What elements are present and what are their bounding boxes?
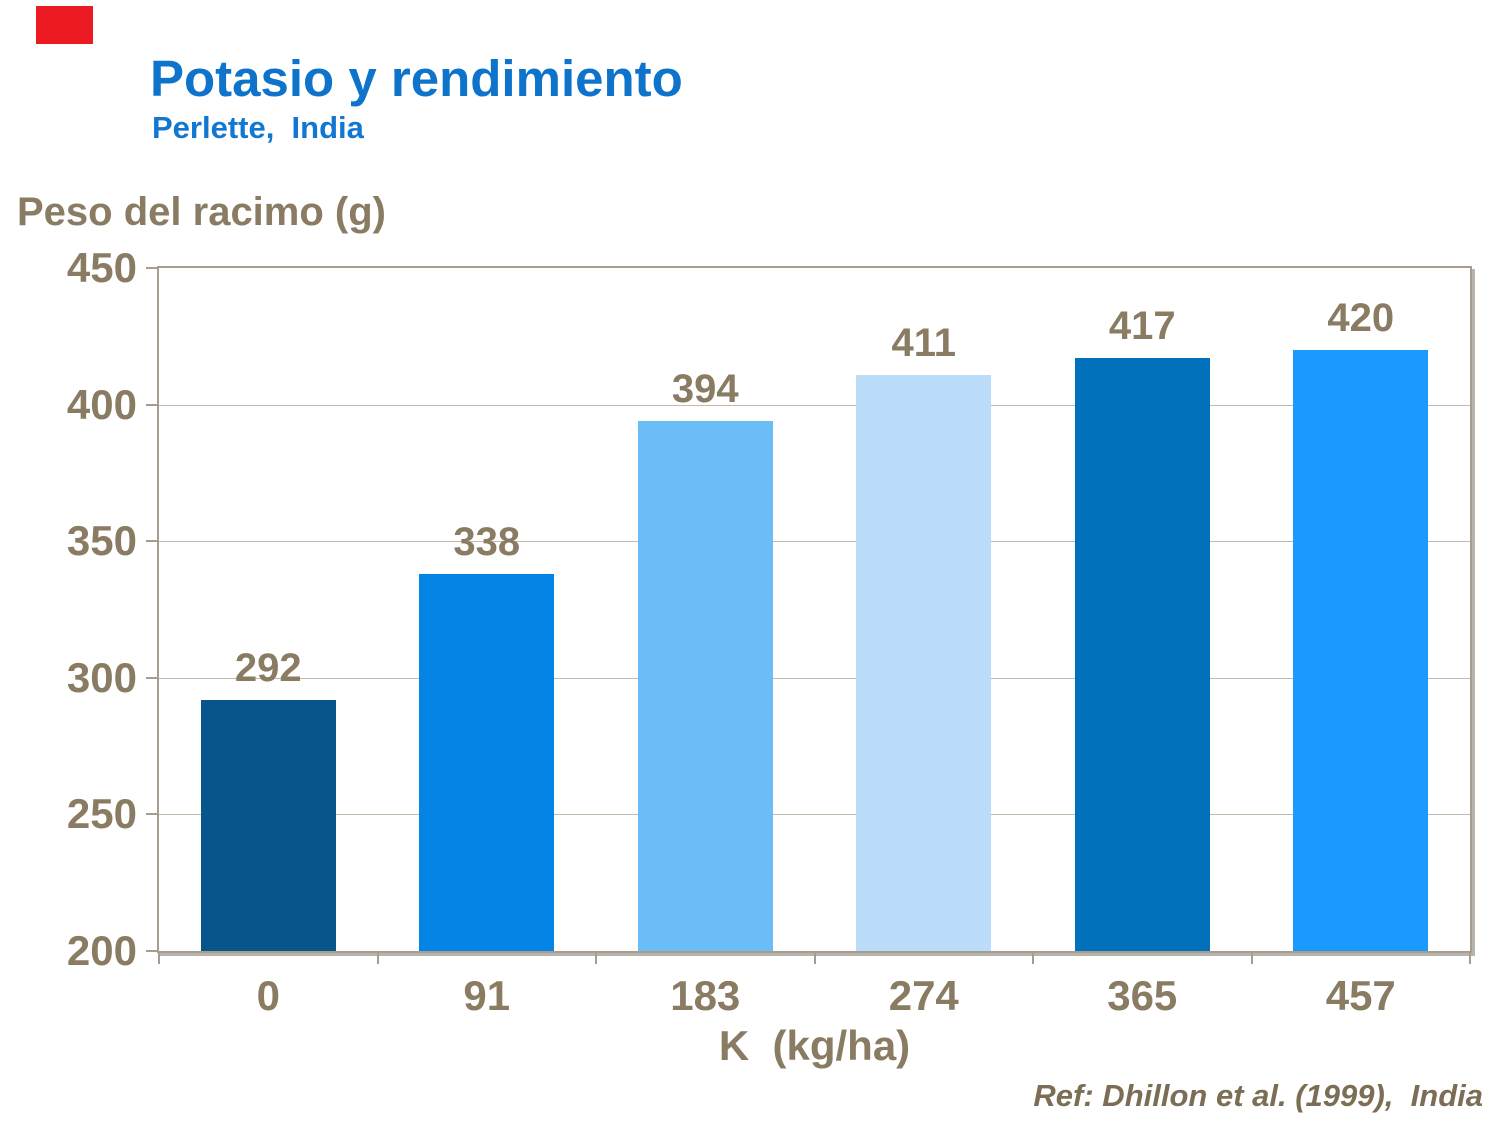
red-logo-block — [36, 6, 93, 44]
bar-value-label: 394 — [671, 367, 739, 411]
y-tick-mark — [146, 540, 159, 543]
y-tick-mark — [146, 403, 159, 406]
x-tick-label: 274 — [888, 972, 959, 1019]
bar — [637, 421, 773, 951]
x-tick-label: 0 — [256, 972, 280, 1019]
x-tick-mark — [376, 951, 379, 964]
y-gridline — [159, 541, 1470, 543]
bar-value-label: 338 — [453, 519, 521, 564]
x-tick-mark — [158, 951, 160, 964]
x-tick-label: 457 — [1325, 972, 1396, 1019]
y-tick-label: 450 — [66, 244, 137, 291]
x-tick-mark — [595, 951, 597, 964]
bar — [1293, 349, 1429, 951]
y-tick-mark — [146, 813, 159, 816]
bar-value-label: 417 — [1108, 304, 1176, 349]
y-axis-title: Peso del racimo (g) — [17, 190, 386, 234]
y-gridline — [159, 814, 1470, 816]
x-tick-mark — [1032, 951, 1034, 964]
chart-title: Potasio y rendimiento — [150, 50, 683, 107]
y-tick-label: 400 — [66, 380, 137, 428]
x-tick-mark — [1469, 951, 1471, 964]
reference-text: Ref: Dhillon et al. (1999), India — [1033, 1078, 1483, 1113]
plot-area: K (kg/ha) 200 250 300 350 400 450 292 0 338 91 394… — [67, 247, 1472, 1067]
x-tick-label: 91 — [463, 972, 511, 1019]
bar-value-label: 411 — [891, 320, 957, 365]
x-axis-title: K (kg/ha) — [718, 1022, 911, 1069]
y-tick-label: 250 — [66, 790, 137, 838]
x-tick-mark — [1250, 951, 1253, 964]
y-tick-label: 350 — [66, 517, 137, 565]
y-tick-label: 300 — [66, 653, 137, 701]
bar-value-label: 420 — [1327, 295, 1395, 340]
y-tick-label: 200 — [66, 927, 137, 974]
bar — [200, 699, 336, 951]
chart-subtitle: Perlette, India — [152, 110, 364, 145]
bar — [1074, 358, 1210, 951]
y-tick-mark — [146, 950, 159, 952]
bar — [419, 573, 555, 951]
y-gridline — [159, 404, 1470, 406]
x-tick-label: 183 — [670, 972, 741, 1019]
y-tick-mark — [146, 267, 159, 269]
y-gridline — [159, 677, 1470, 679]
y-tick-mark — [146, 676, 159, 679]
bar-value-label: 292 — [234, 645, 302, 690]
x-tick-mark — [813, 951, 816, 964]
bar — [856, 374, 992, 951]
x-tick-label: 365 — [1107, 972, 1178, 1019]
